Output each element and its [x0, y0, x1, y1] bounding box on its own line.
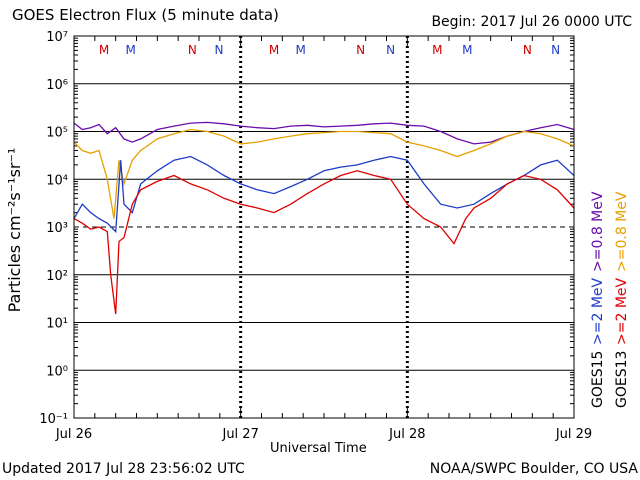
- y-tick-label: 10⁰: [46, 364, 68, 379]
- series-line-3: [73, 170, 575, 315]
- legend-label: >=0.8 MeV: [614, 191, 630, 272]
- x-tick-label: Jul 29: [555, 427, 592, 442]
- y-tick-label: 10¹: [46, 317, 68, 332]
- updated-time: Updated 2017 Jul 28 23:56:02 UTC: [2, 461, 245, 477]
- legend-label: GOES13: [614, 351, 630, 408]
- marker-label: M: [462, 43, 472, 57]
- y-tick-label: 10⁷: [46, 30, 68, 45]
- x-axis-label: Universal Time: [270, 441, 367, 456]
- marker-label: M: [432, 43, 442, 57]
- y-tick-label: 10⁻¹: [39, 412, 68, 427]
- plot-frame: [73, 35, 575, 419]
- series-line-0: [73, 121, 575, 145]
- marker-label: M: [269, 43, 279, 57]
- y-axis-label: Particles cm⁻²s⁻¹sr⁻¹: [5, 148, 24, 313]
- credit: NOAA/SWPC Boulder, CO USA: [429, 461, 638, 477]
- x-tick-label: Jul 28: [388, 427, 425, 442]
- chart-title: GOES Electron Flux (5 minute data): [12, 6, 279, 24]
- y-tick-label: 10⁵: [46, 126, 68, 141]
- legend-label: >=2 MeV: [590, 277, 606, 345]
- marker-label: N: [188, 43, 197, 57]
- begin-time: Begin: 2017 Jul 26 0000 UTC: [431, 14, 632, 30]
- y-tick-label: 10³: [46, 221, 68, 236]
- marker-label: N: [215, 43, 224, 57]
- legend-label: >=0.8 MeV: [590, 191, 606, 272]
- marker-label: M: [125, 43, 135, 57]
- legend-label: >=2 MeV: [614, 277, 630, 345]
- x-tick-label: Jul 26: [55, 427, 92, 442]
- marker-label: M: [295, 43, 305, 57]
- marker-label: N: [551, 43, 560, 57]
- series-line-2: [73, 155, 575, 234]
- x-tick-label: Jul 27: [221, 427, 258, 442]
- legend-label: GOES15: [590, 351, 606, 408]
- marker-label: N: [386, 43, 395, 57]
- y-tick-label: 10²: [46, 269, 68, 284]
- marker-label: N: [356, 43, 365, 57]
- series-line-1: [73, 128, 575, 219]
- y-tick-label: 10⁶: [46, 78, 68, 93]
- marker-label: N: [523, 43, 532, 57]
- y-tick-label: 10⁴: [46, 173, 68, 188]
- marker-label: M: [99, 43, 109, 57]
